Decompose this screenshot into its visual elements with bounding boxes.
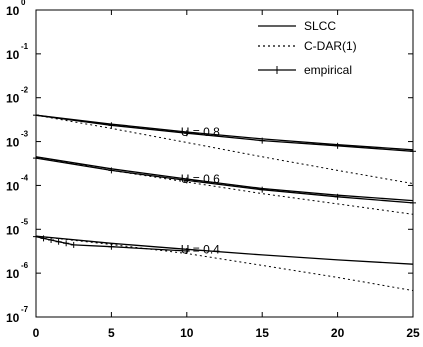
y-tick-exponent: -2 — [21, 86, 29, 95]
y-tick-exponent: -1 — [21, 42, 29, 51]
series-dotted-line — [35, 114, 414, 185]
x-tick-label: 20 — [331, 326, 345, 340]
series-layer: U = 0.8 U = 0.6 U = 0.4 — [33, 112, 416, 292]
ticks-layer: 0 5 10 15 20 2510-710-610-510-410-310-210-110… — [6, 0, 420, 340]
y-tick-exponent: -3 — [21, 130, 29, 139]
group-annotation: U = 0.4 — [181, 242, 220, 256]
x-tick-label: 25 — [406, 326, 420, 340]
legend: SLCC C-DAR(1) empirical — [258, 19, 357, 77]
group-annotation: U = 0.8 — [181, 125, 220, 139]
legend-label: empirical — [304, 63, 352, 77]
y-tick-exponent: -4 — [21, 173, 29, 182]
y-tick-label: 10 — [6, 267, 20, 281]
y-tick-exponent: 0 — [21, 0, 26, 7]
x-tick-label: 0 — [33, 326, 40, 340]
y-tick-label: 10 — [6, 4, 20, 18]
y-tick-label: 10 — [6, 179, 20, 193]
x-tick-label: 15 — [256, 326, 270, 340]
series-dotted-line — [35, 235, 414, 292]
series-solid-line — [35, 114, 414, 151]
y-tick-label: 10 — [6, 223, 20, 237]
y-tick-exponent: -5 — [21, 217, 29, 226]
x-tick-label: 10 — [180, 326, 194, 340]
legend-label: C-DAR(1) — [304, 39, 357, 53]
group-annotation: U = 0.6 — [181, 172, 220, 186]
y-tick-exponent: -6 — [21, 261, 29, 270]
y-tick-exponent: -7 — [21, 305, 29, 314]
plot-frame — [35, 9, 414, 318]
series-solid-line — [35, 156, 414, 202]
x-tick-label: 5 — [108, 326, 115, 340]
series-solid-line — [35, 235, 414, 265]
legend-label: SLCC — [304, 19, 336, 33]
series-dotted-line — [35, 156, 414, 215]
y-tick-label: 10 — [6, 136, 20, 150]
y-tick-label: 10 — [6, 92, 20, 106]
y-tick-label: 10 — [6, 311, 20, 325]
series-empirical-line — [35, 114, 414, 152]
series-empirical-line — [35, 157, 414, 204]
y-tick-label: 10 — [6, 48, 20, 62]
